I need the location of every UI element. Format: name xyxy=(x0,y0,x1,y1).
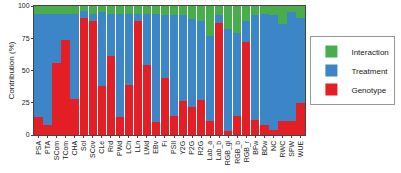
svg-text:BFw: BFw xyxy=(252,140,259,155)
svg-text:75: 75 xyxy=(22,35,30,42)
svg-text:SCov: SCov xyxy=(89,140,96,158)
svg-text:BDw: BDw xyxy=(261,140,268,156)
svg-text:Lab_b: Lab_b xyxy=(215,141,223,161)
svg-text:EBv: EBv xyxy=(152,140,159,153)
svg-text:PTA: PTA xyxy=(44,140,51,153)
svg-text:RGB_gi: RGB_gi xyxy=(224,140,232,165)
svg-text:LWd: LWd xyxy=(143,141,150,155)
svg-text:0: 0 xyxy=(26,131,30,138)
svg-text:RWC: RWC xyxy=(279,141,286,158)
svg-text:25: 25 xyxy=(22,99,30,106)
svg-text:SCom: SCom xyxy=(53,141,60,161)
svg-text:Y2G: Y2G xyxy=(179,141,186,155)
svg-text:RGB_b: RGB_b xyxy=(234,141,242,164)
svg-text:Fi: Fi xyxy=(161,140,168,146)
svg-text:WUE: WUE xyxy=(297,140,304,157)
svg-text:RGB_r: RGB_r xyxy=(243,140,251,162)
svg-text:Sol: Sol xyxy=(80,140,87,151)
svg-text:PWd: PWd xyxy=(116,141,123,156)
svg-text:CHA: CHA xyxy=(71,140,78,155)
svg-text:Contribution (%): Contribution (%) xyxy=(7,41,16,99)
svg-text:Lab_a: Lab_a xyxy=(206,141,214,161)
svg-text:LLn: LLn xyxy=(134,141,141,153)
svg-text:TCom: TCom xyxy=(62,141,69,160)
svg-text:NC: NC xyxy=(270,141,277,151)
svg-text:Interaction: Interaction xyxy=(351,48,388,57)
svg-text:50: 50 xyxy=(22,67,30,74)
svg-text:Treatment: Treatment xyxy=(351,67,388,76)
svg-text:PSII: PSII xyxy=(170,141,177,154)
svg-text:Rrd: Rrd xyxy=(107,141,114,152)
svg-text:LCh: LCh xyxy=(125,141,132,154)
svg-text:SPW: SPW xyxy=(288,140,295,156)
svg-text:100: 100 xyxy=(18,2,30,9)
svg-text:Genotype: Genotype xyxy=(351,86,386,95)
svg-text:CLe: CLe xyxy=(98,141,105,154)
svg-text:R2G: R2G xyxy=(197,141,204,155)
svg-text:P2G: P2G xyxy=(188,141,195,155)
svg-text:PSA: PSA xyxy=(35,140,42,154)
